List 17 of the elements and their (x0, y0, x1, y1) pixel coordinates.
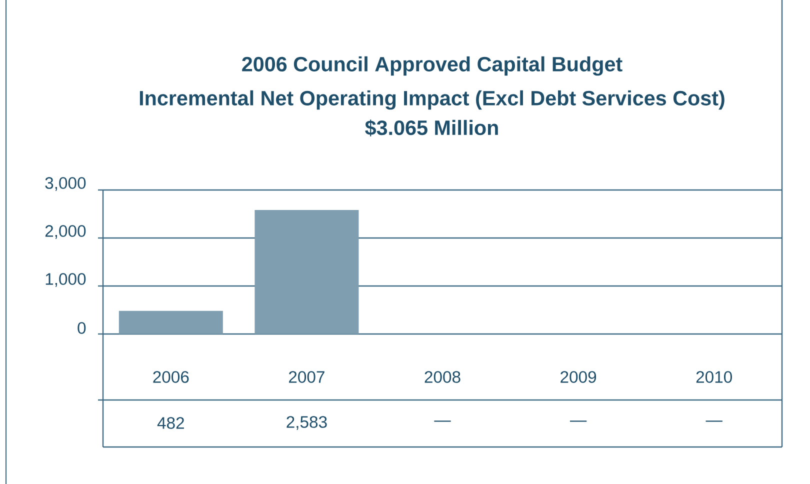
y-tick-label: 1,000 (46, 273, 86, 287)
x-tick-label: 2010 (696, 371, 732, 383)
y-tick-label: 2,000 (45, 225, 86, 239)
x-tick-label: 2009 (560, 371, 596, 383)
data-label: 482 (157, 417, 184, 429)
x-tick-label: 2007 (289, 371, 324, 383)
x-tick-label: 2008 (424, 371, 460, 383)
text: $3.065 Million (365, 120, 498, 136)
data-label: 2,583 (286, 416, 327, 430)
chart-title: 2006 Council Approved Capital Budget (242, 56, 622, 76)
text: — (434, 420, 451, 422)
text: — (570, 420, 587, 422)
text: — (706, 420, 722, 422)
x-tick-label: 2006 (153, 371, 189, 383)
y-tick-label: 0 (78, 322, 86, 334)
y-tick-label: 3,000 (45, 177, 86, 191)
chart-subtitle: Incremental Net Operating Impact (Excl Debt Services Cost) (140, 90, 724, 110)
